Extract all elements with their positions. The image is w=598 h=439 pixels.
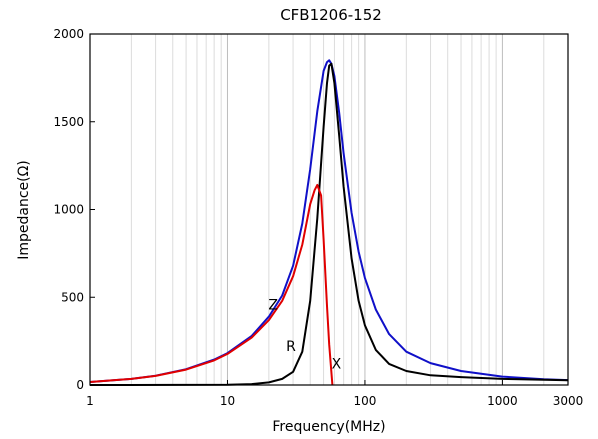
- x-tick-label: 1: [86, 394, 94, 408]
- series-labels: Z R X: [268, 298, 341, 373]
- x-tick-label: 10: [220, 394, 235, 408]
- y-axis-label: Impedance(Ω): [16, 160, 32, 260]
- axis-ticks: 1 10 100 1000 3000 0 500 1000 1500 2000: [53, 27, 583, 408]
- y-tick-label: 0: [76, 378, 84, 392]
- x-axis-label: Frequency(MHz): [272, 419, 385, 435]
- y-tick-label: 1500: [53, 115, 84, 129]
- series-label-z: Z: [268, 298, 278, 314]
- x-tick-label: 1000: [487, 394, 518, 408]
- x-tick-label: 100: [353, 394, 376, 408]
- series-label-x: X: [332, 356, 342, 372]
- x-tick-label: 3000: [553, 394, 584, 408]
- series-line-r: [89, 62, 569, 386]
- series-lines: [89, 59, 569, 386]
- series-label-r: R: [286, 339, 296, 355]
- chart-title: CFB1206-152: [280, 6, 382, 24]
- y-tick-label: 500: [61, 290, 84, 304]
- y-tick-label: 1000: [53, 203, 84, 217]
- y-tick-label: 2000: [53, 27, 84, 41]
- grid: [130, 34, 545, 385]
- series-line-x: [89, 183, 334, 386]
